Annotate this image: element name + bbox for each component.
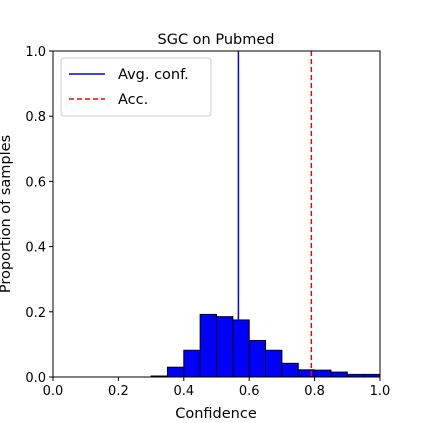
histogram-bar	[183, 349, 201, 378]
reference-lines	[237, 51, 313, 377]
x-tick-label: 0.8	[304, 384, 325, 399]
legend-accuracy-label: Acc.	[118, 92, 148, 108]
histogram-bar	[199, 313, 217, 378]
bars-group	[150, 313, 381, 378]
y-axis-label: Proportion of samples	[0, 135, 14, 293]
x-tick-label: 0.0	[43, 384, 64, 399]
y-tick-label: 0.6	[25, 175, 46, 190]
x-tick-label: 0.6	[239, 384, 260, 399]
legend-avg-conf-label: Avg. conf.	[118, 67, 189, 83]
histogram-bar	[330, 371, 348, 378]
plot-frame	[52, 50, 381, 378]
y-tick-label: 0.2	[25, 306, 46, 321]
legend: Avg. conf. Acc.	[60, 57, 212, 117]
x-tick-label: 1.0	[370, 384, 391, 399]
chart-title: SGC on Pubmed	[158, 32, 275, 48]
y-tick-label: 0.4	[25, 241, 46, 256]
histogram-bar	[265, 349, 283, 378]
x-tick-label: 0.4	[173, 384, 194, 399]
x-axis-label: Confidence	[175, 406, 257, 422]
histogram-bar	[216, 316, 234, 378]
y-axis-ticks: 0.0 0.2 0.4 0.6 0.8 1.0	[25, 45, 53, 386]
histogram-bar	[314, 369, 332, 378]
histogram-bar	[297, 369, 316, 378]
histogram-bar	[248, 339, 267, 378]
y-tick-label: 1.0	[25, 45, 46, 60]
histogram-bar	[166, 366, 185, 378]
histogram-bar	[232, 319, 250, 378]
histogram-bar	[281, 362, 299, 378]
x-axis-ticks: 0.0 0.2 0.4 0.6 0.8 1.0	[43, 377, 391, 399]
x-tick-label: 0.2	[108, 384, 129, 399]
legend-box	[60, 57, 212, 117]
y-tick-label: 0.8	[25, 110, 46, 125]
y-tick-label: 0.0	[25, 371, 46, 386]
